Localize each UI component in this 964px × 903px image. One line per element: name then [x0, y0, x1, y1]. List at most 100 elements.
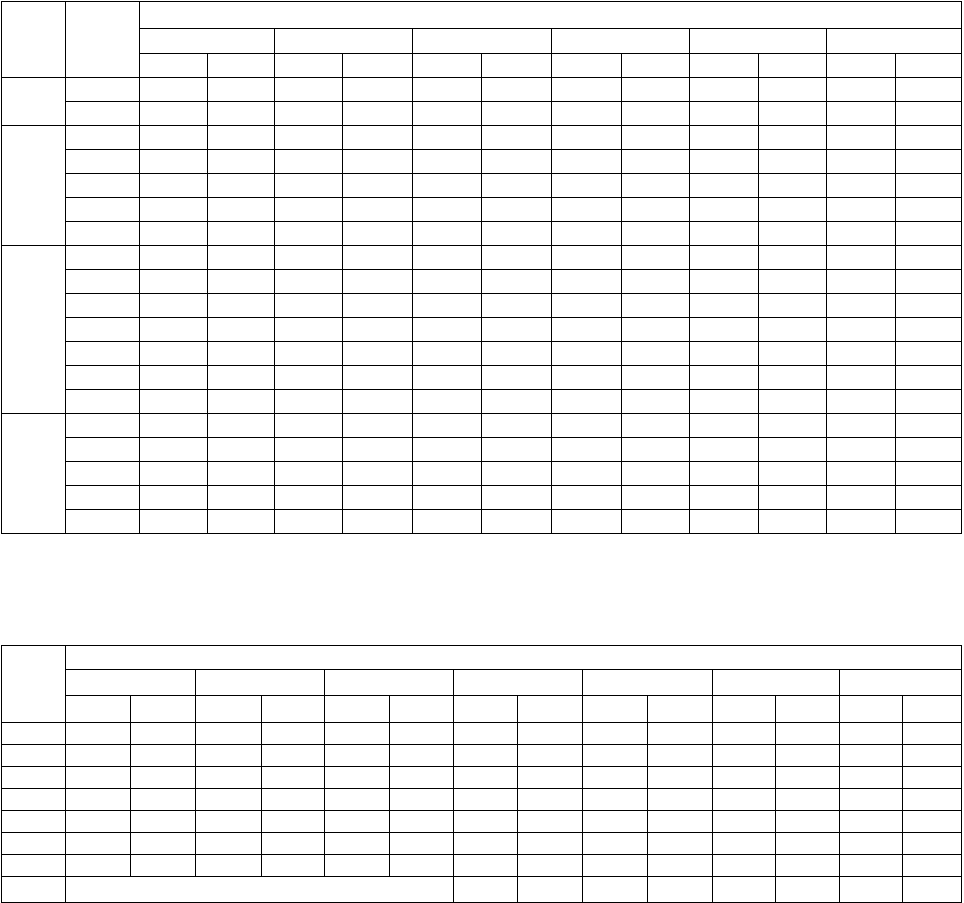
cell[interactable]	[139, 197, 209, 222]
cell[interactable]	[342, 245, 414, 270]
cell[interactable]	[260, 832, 325, 855]
cell[interactable]	[712, 722, 777, 745]
cell[interactable]	[647, 744, 714, 767]
cell[interactable]	[516, 854, 584, 877]
cell[interactable]	[260, 744, 325, 767]
cell[interactable]	[412, 293, 483, 318]
cell[interactable]	[195, 854, 262, 877]
cell[interactable]	[894, 245, 963, 270]
cell[interactable]	[342, 149, 414, 174]
cell[interactable]	[620, 293, 690, 318]
cell[interactable]	[757, 365, 827, 390]
cell[interactable]	[712, 854, 777, 877]
cell[interactable]	[207, 509, 276, 534]
cell[interactable]	[825, 221, 896, 246]
cell[interactable]	[550, 101, 622, 126]
cell[interactable]	[342, 485, 414, 510]
cell[interactable]	[274, 485, 344, 510]
cell[interactable]	[757, 389, 827, 414]
cell[interactable]	[550, 365, 622, 390]
cell[interactable]	[550, 173, 622, 198]
cell[interactable]	[688, 317, 759, 342]
cell[interactable]	[195, 810, 262, 833]
cell[interactable]	[688, 389, 759, 414]
cell[interactable]	[412, 77, 483, 102]
cell[interactable]	[894, 221, 963, 246]
cell[interactable]	[388, 832, 454, 855]
cell[interactable]	[207, 101, 276, 126]
cell[interactable]	[894, 509, 963, 534]
cell[interactable]	[412, 317, 483, 342]
cell[interactable]	[550, 77, 622, 102]
cell[interactable]	[139, 341, 209, 366]
cell[interactable]	[688, 221, 759, 246]
cell[interactable]	[207, 461, 276, 486]
cell[interactable]	[647, 832, 714, 855]
cell[interactable]	[550, 437, 622, 462]
cell[interactable]	[388, 744, 454, 767]
cell[interactable]	[139, 509, 209, 534]
cell[interactable]	[620, 125, 690, 150]
cell[interactable]	[775, 810, 840, 833]
cell[interactable]	[481, 77, 552, 102]
cell[interactable]	[825, 389, 896, 414]
cell[interactable]	[207, 125, 276, 150]
cell[interactable]	[688, 341, 759, 366]
cell[interactable]	[775, 832, 840, 855]
cell[interactable]	[452, 854, 518, 877]
cell[interactable]	[757, 437, 827, 462]
cell[interactable]	[838, 766, 903, 789]
cell[interactable]	[901, 832, 963, 855]
cell[interactable]	[620, 461, 690, 486]
cell[interactable]	[647, 722, 714, 745]
cell[interactable]	[712, 788, 777, 811]
cell[interactable]	[894, 341, 963, 366]
cell[interactable]	[207, 269, 276, 294]
cell[interactable]	[712, 744, 777, 767]
cell[interactable]	[274, 77, 344, 102]
cell[interactable]	[195, 744, 262, 767]
cell[interactable]	[274, 149, 344, 174]
cell[interactable]	[825, 317, 896, 342]
cell[interactable]	[582, 722, 649, 745]
cell[interactable]	[139, 437, 209, 462]
cell[interactable]	[342, 77, 414, 102]
cell[interactable]	[65, 832, 132, 855]
cell[interactable]	[838, 832, 903, 855]
cell[interactable]	[757, 269, 827, 294]
cell[interactable]	[481, 245, 552, 270]
cell[interactable]	[323, 854, 390, 877]
cell[interactable]	[894, 125, 963, 150]
cell[interactable]	[481, 293, 552, 318]
cell[interactable]	[825, 365, 896, 390]
cell[interactable]	[757, 317, 827, 342]
cell[interactable]	[388, 854, 454, 877]
cell[interactable]	[894, 389, 963, 414]
cell[interactable]	[274, 269, 344, 294]
cell[interactable]	[647, 766, 714, 789]
cell[interactable]	[342, 173, 414, 198]
cell[interactable]	[620, 197, 690, 222]
cell[interactable]	[342, 365, 414, 390]
cell[interactable]	[342, 125, 414, 150]
cell[interactable]	[550, 509, 622, 534]
cell[interactable]	[757, 509, 827, 534]
cell[interactable]	[894, 413, 963, 438]
cell[interactable]	[550, 461, 622, 486]
cell[interactable]	[775, 766, 840, 789]
cell[interactable]	[481, 125, 552, 150]
cell[interactable]	[894, 317, 963, 342]
cell[interactable]	[412, 413, 483, 438]
cell[interactable]	[65, 810, 132, 833]
cell[interactable]	[688, 509, 759, 534]
cell[interactable]	[412, 173, 483, 198]
cell[interactable]	[452, 788, 518, 811]
cell[interactable]	[65, 744, 132, 767]
cell[interactable]	[688, 197, 759, 222]
cell[interactable]	[207, 341, 276, 366]
cell[interactable]	[207, 221, 276, 246]
cell[interactable]	[550, 269, 622, 294]
cell[interactable]	[825, 269, 896, 294]
cell[interactable]	[274, 101, 344, 126]
cell[interactable]	[894, 293, 963, 318]
